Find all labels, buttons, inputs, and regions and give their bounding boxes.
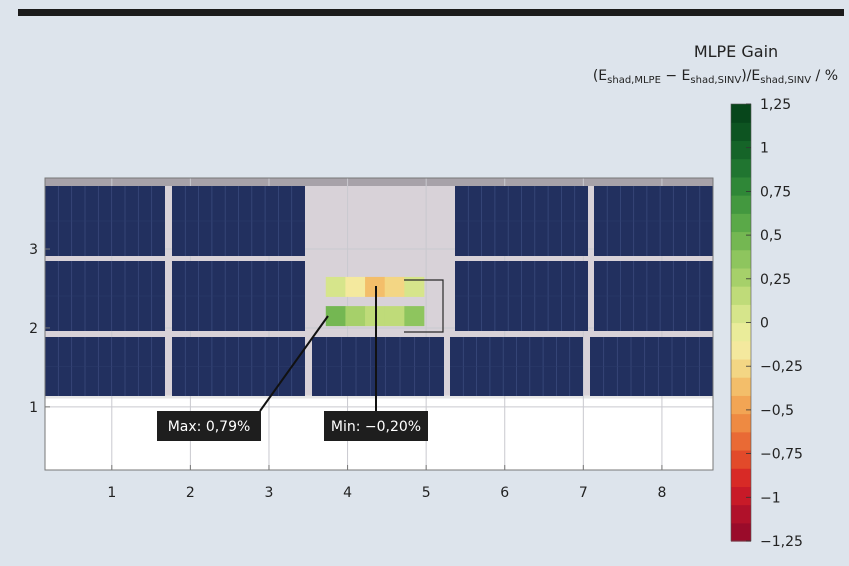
top-border-bar [18,9,844,16]
cb-label-unit: / % [811,68,838,84]
x-tick-label: 6 [500,485,509,501]
colorbar-segment [731,286,751,305]
y-tick-label: 3 [29,242,38,258]
heatmap-cell [404,306,425,327]
colorbar-segment [731,468,751,487]
colorbar-segment [731,504,751,524]
y-axis-ticks: 1 2 3 [29,242,50,416]
colorbar-segment [731,140,751,160]
min-annotation-box [324,411,428,441]
heatmap-cell [345,276,366,297]
colorbar-ticks: 1,25 1 0,75 0,5 0,25 0 −0,25 −0,5 −0,75 −1 −1,25 [746,97,803,550]
heatmap-cell [325,276,346,297]
cell-bracket [404,279,444,333]
solar-panel-module [594,186,713,256]
solar-panel-module [45,261,165,331]
roof-top-strip [45,178,713,186]
cb-label-minus: − E [661,68,690,84]
colorbar-tick-label: 0,75 [760,184,791,200]
solar-panel-module [45,337,165,396]
colorbar-segment [731,267,751,287]
colorbar-segment [731,431,751,451]
solar-panel-module [172,337,305,396]
x-tick-label: 3 [265,485,274,501]
colorbar-segment [731,195,751,214]
x-tick-label: 1 [107,485,116,501]
min-annotation-label: Min: −0,20% [331,419,421,435]
colorbar-tick-label: 0,5 [760,228,782,244]
max-leader-line [259,315,329,412]
colorbar-segment [731,358,751,378]
solar-panel-module [590,337,713,396]
cb-label-sub1: shad,MLPE [607,75,661,86]
colorbar-segment [731,249,751,269]
colorbar-segment [731,377,751,396]
x-tick-label: 2 [186,485,195,501]
cb-label-open: (E [593,68,607,84]
plot-frame [44,177,714,471]
colorbar-segment [731,122,751,142]
colorbar-segment [731,304,751,324]
colorbar-tick-label: −0,25 [760,359,803,375]
colorbar-segment [731,486,751,506]
colorbar-segment [731,522,751,542]
x-tick-label: 5 [422,485,431,501]
heatmap-cell [325,306,346,327]
x-tick-label: 4 [343,485,352,501]
colorbar-segment [731,340,751,360]
solar-panel-module [45,186,165,256]
colorbar-tick-label: 1 [760,141,769,157]
x-tick-label: 7 [579,485,588,501]
colorbar-segment [731,158,751,178]
cb-label-sub3: shad,SINV [760,75,811,86]
colorbar-tick-label: −1,25 [760,534,803,550]
colorbar-segment [731,413,751,433]
solar-panel-module [172,186,305,256]
colorbar-tick-label: −0,5 [760,403,794,419]
colorbar-segment [731,176,751,196]
colorbar-segment [731,322,751,342]
cb-label-sub2: shad,SINV [690,75,741,86]
solar-panel-module [594,261,713,331]
chart-title: MLPE Gain [694,42,778,61]
heatmap-cell [404,276,425,297]
x-tick-label: 8 [657,485,666,501]
max-annotation-box [157,411,261,441]
heatmap-cell [384,306,405,327]
colorbar [730,103,752,542]
colorbar-tick-label: −1 [760,490,781,506]
colorbar-label: (Eshad,MLPE − Eshad,SINV)/Eshad,SINV / % [593,68,838,86]
solar-panels [45,186,713,396]
heatmap-cell [384,276,405,297]
colorbar-segment [731,213,751,233]
colorbar-tick-label: 0 [760,316,769,332]
y-tick-label: 1 [29,400,38,416]
colorbar-segment [731,449,751,469]
colorbar-tick-label: 1,25 [760,97,791,113]
solar-panel-module [455,261,588,331]
cb-label-div: )/E [741,68,760,84]
heatmap-cells [325,276,425,327]
max-annotation-label: Max: 0,79% [168,419,251,435]
colorbar-segment [731,231,751,251]
heatmap-cell [345,306,366,327]
colorbar-segment [731,104,751,123]
x-axis-ticks: 1 2 3 4 5 6 7 8 [107,465,666,501]
solar-panel-module [312,337,444,396]
colorbar-tick-label: −0,75 [760,447,803,463]
y-tick-label: 2 [29,321,38,337]
solar-panel-module [455,186,588,256]
colorbar-tick-label: 0,25 [760,272,791,288]
solar-panel-module [172,261,305,331]
solar-panel-module [450,337,583,396]
colorbar-segment [731,395,751,415]
